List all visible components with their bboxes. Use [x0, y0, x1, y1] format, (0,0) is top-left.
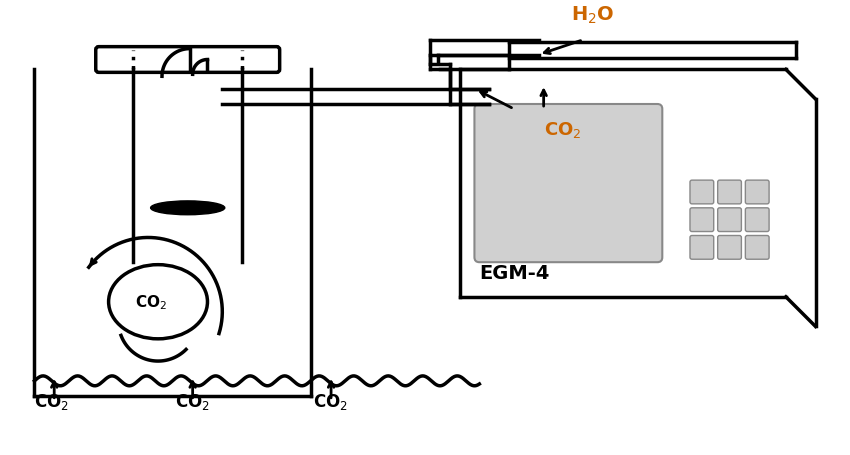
FancyBboxPatch shape	[717, 236, 741, 260]
FancyBboxPatch shape	[745, 208, 769, 232]
Text: EGM-4: EGM-4	[479, 263, 550, 283]
Text: CO$_2$: CO$_2$	[35, 391, 69, 411]
Text: H$_2$O: H$_2$O	[571, 5, 615, 26]
FancyBboxPatch shape	[474, 105, 662, 263]
FancyBboxPatch shape	[690, 236, 714, 260]
Text: CO$_2$: CO$_2$	[175, 391, 210, 411]
FancyBboxPatch shape	[96, 47, 280, 73]
Ellipse shape	[150, 202, 224, 215]
FancyBboxPatch shape	[690, 208, 714, 232]
Text: CO$_2$: CO$_2$	[314, 391, 348, 411]
FancyBboxPatch shape	[717, 208, 741, 232]
FancyBboxPatch shape	[745, 236, 769, 260]
FancyBboxPatch shape	[745, 181, 769, 204]
FancyBboxPatch shape	[690, 181, 714, 204]
Ellipse shape	[109, 265, 207, 339]
Text: CO$_2$: CO$_2$	[135, 293, 167, 311]
Text: CO$_2$: CO$_2$	[544, 120, 581, 140]
FancyBboxPatch shape	[717, 181, 741, 204]
